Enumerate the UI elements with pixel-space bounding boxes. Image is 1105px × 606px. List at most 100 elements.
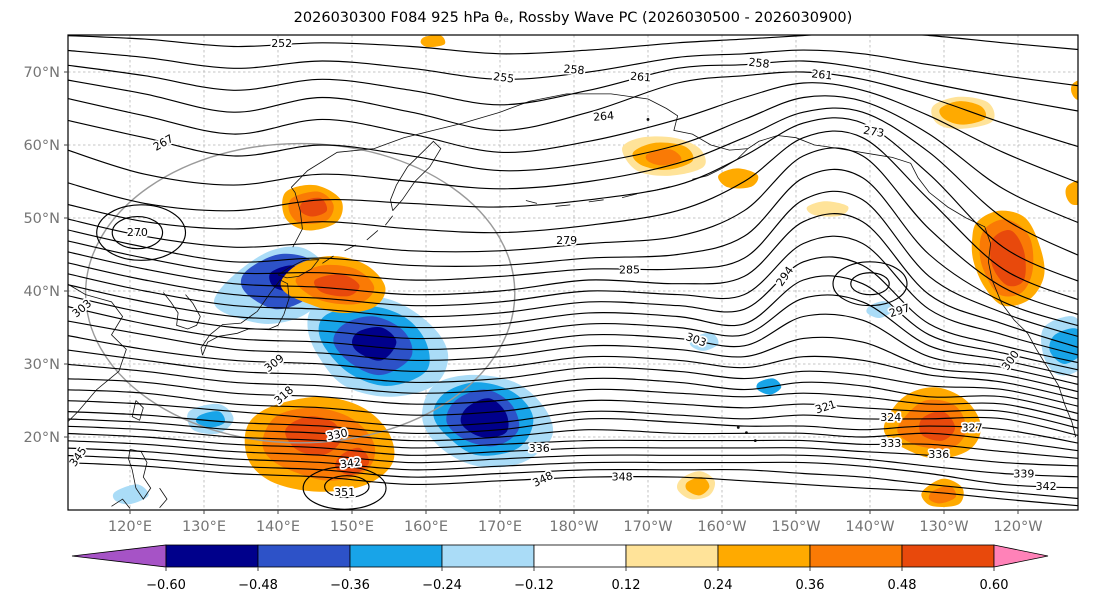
anomaly-patch-gold bbox=[1071, 80, 1078, 100]
colorbar-segment bbox=[257, 544, 351, 568]
contour-line-285 bbox=[68, 190, 1078, 338]
x-tick-label: 150°W bbox=[771, 519, 820, 535]
chart-title: 2026030300 F084 925 hPa θₑ, Rossby Wave … bbox=[294, 10, 853, 26]
contour-label: 321 bbox=[814, 398, 838, 417]
contour-label: 252 bbox=[271, 37, 292, 50]
contour-line-291 bbox=[68, 235, 1078, 356]
anomaly-patch-orange bbox=[928, 485, 957, 504]
contour-label: 267 bbox=[151, 132, 176, 154]
contour-line-327 bbox=[68, 411, 1078, 444]
y-tick-label: 50°N bbox=[23, 211, 60, 227]
coastline bbox=[366, 230, 379, 241]
colorbar-segment bbox=[809, 544, 903, 568]
contour-label: 255 bbox=[492, 70, 515, 86]
contour-label: 264 bbox=[593, 109, 615, 124]
colorbar-tick-label: 0.12 bbox=[612, 578, 641, 593]
coastline bbox=[131, 400, 144, 421]
colorbar-segment bbox=[533, 544, 627, 568]
contour-line-276 bbox=[68, 130, 1078, 301]
colorbar-tick-label: 0.60 bbox=[980, 578, 1009, 593]
contour-line-300 bbox=[68, 294, 1078, 378]
colorbar-tick-label: −0.24 bbox=[422, 578, 462, 593]
colorbar-tick-label: −0.60 bbox=[146, 578, 186, 593]
contour-ring bbox=[832, 261, 908, 307]
coastline bbox=[825, 146, 1077, 438]
contour-label: 258 bbox=[563, 62, 585, 77]
x-axis: 120°E 130°E 140°E 150°E 160°E 170°E 180°W 170°W… bbox=[108, 510, 1043, 535]
anomaly-patch-pale bbox=[112, 484, 149, 505]
coastline bbox=[525, 200, 538, 204]
contour-label: 327 bbox=[962, 422, 983, 435]
colorbar-tick-label: 0.24 bbox=[704, 578, 733, 593]
coastline bbox=[647, 98, 826, 151]
colorbar-tick-label: 0.48 bbox=[888, 578, 917, 593]
contour-line-267 bbox=[68, 95, 1078, 224]
contour-line-342 bbox=[68, 447, 1078, 489]
colorbar-arrow-right bbox=[993, 544, 1049, 568]
contour-line-294 bbox=[68, 256, 1078, 364]
contour-label: 336 bbox=[529, 442, 550, 455]
contour-line-345 bbox=[68, 454, 1078, 500]
y-tick-label: 40°N bbox=[23, 284, 60, 300]
contour-label: 300 bbox=[999, 348, 1022, 373]
x-tick-label: 130°E bbox=[182, 519, 226, 535]
coastline bbox=[111, 498, 131, 509]
anomaly-patch-pale bbox=[689, 332, 719, 351]
x-tick-label: 170°E bbox=[478, 519, 522, 535]
colorbar-tick-label: −0.12 bbox=[514, 578, 554, 593]
contour-line-333 bbox=[68, 425, 1078, 459]
contour-label: 270 bbox=[127, 226, 148, 239]
y-tick-label: 30°N bbox=[23, 357, 60, 373]
coastline bbox=[555, 204, 571, 207]
x-tick-label: 150°E bbox=[330, 519, 374, 535]
coastline bbox=[322, 255, 334, 264]
colorbar-segment bbox=[625, 544, 719, 568]
contour-label: 303 bbox=[684, 330, 708, 349]
contour-label: 342 bbox=[1036, 480, 1057, 493]
contour-line-339 bbox=[68, 440, 1078, 478]
anomaly-patch-gold bbox=[685, 477, 710, 496]
contour-label: 330 bbox=[326, 426, 349, 443]
x-tick-label: 140°E bbox=[256, 519, 300, 535]
contour-ring bbox=[96, 204, 187, 261]
contour-label: 285 bbox=[619, 263, 640, 276]
y-tick-label: 60°N bbox=[23, 138, 60, 154]
anomaly-patch-azure bbox=[1049, 328, 1078, 364]
x-tick-label: 170°W bbox=[623, 519, 672, 535]
contour-label: 342 bbox=[339, 455, 362, 471]
map-frame bbox=[67, 34, 1079, 511]
contour-label: 261 bbox=[630, 70, 652, 85]
anomaly-patch-gold bbox=[1065, 180, 1078, 206]
colorbar-tick-label: −0.36 bbox=[330, 578, 370, 593]
coastline bbox=[384, 215, 394, 226]
x-tick-label: 160°W bbox=[697, 519, 746, 535]
colorbar-segment bbox=[349, 544, 443, 568]
coastline bbox=[390, 140, 442, 211]
contour-label: 324 bbox=[880, 411, 901, 424]
contour-lines-layer bbox=[68, 35, 1078, 510]
coastline bbox=[622, 193, 637, 198]
contour-label: 333 bbox=[880, 437, 901, 450]
anomaly-patch-gold bbox=[420, 35, 446, 48]
anomaly-shading-layer bbox=[112, 35, 1078, 508]
contour-line-264 bbox=[68, 82, 1078, 184]
colorbar-tick-label: −0.48 bbox=[238, 578, 278, 593]
x-tick-label: 130°W bbox=[919, 519, 968, 535]
colorbar-segment bbox=[165, 544, 259, 568]
island-dot bbox=[736, 426, 740, 429]
coastline bbox=[290, 187, 303, 248]
contour-line-315 bbox=[68, 363, 1078, 415]
anomaly-patch-azure bbox=[195, 411, 226, 428]
anomaly-patch-red bbox=[314, 274, 360, 297]
contour-line-303 bbox=[68, 306, 1078, 385]
contour-ring bbox=[850, 272, 890, 296]
coastline bbox=[277, 259, 320, 279]
focus-ellipse-layer bbox=[84, 142, 516, 444]
contour-line-261 bbox=[68, 71, 1078, 148]
colorbar-segment bbox=[441, 544, 535, 568]
contour-line-306 bbox=[68, 320, 1078, 393]
contour-line-330 bbox=[68, 418, 1078, 452]
